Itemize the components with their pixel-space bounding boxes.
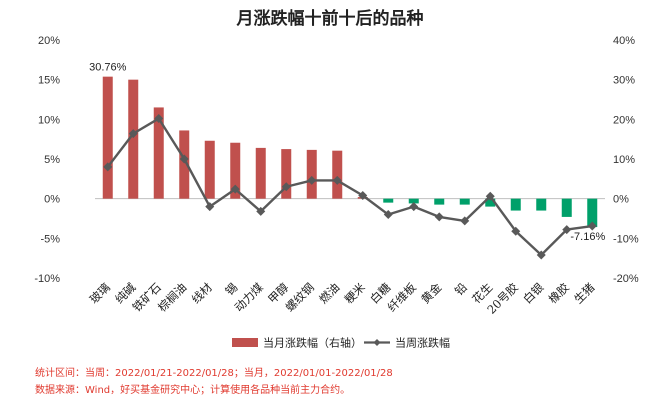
legend: 当月涨跌幅（右轴） 当周涨跌幅 (232, 336, 450, 350)
left-tick-label: -5% (40, 233, 60, 245)
left-tick-label: 10% (38, 114, 60, 126)
bar-5 (204, 140, 215, 199)
line-point-7 (256, 206, 266, 216)
left-tick-label: 0% (44, 194, 60, 206)
bar-9 (306, 149, 317, 199)
bar-13 (408, 198, 419, 204)
bar-8 (281, 149, 292, 199)
line-point-3 (154, 114, 164, 124)
line-point-8 (281, 182, 291, 192)
category-label-7: 动力煤 (232, 280, 267, 315)
stat-period-note: 统计区间：当周：2022/01/21-2022/01/28；当月，2022/01… (35, 368, 393, 379)
bar-1 (102, 76, 113, 199)
line-point-13 (409, 202, 419, 212)
category-label-9: 螺纹钢 (283, 280, 317, 314)
right-tick-label: 30% (613, 75, 635, 87)
bar-16 (485, 198, 496, 207)
right-axis: -20% -10% 0% 10% 20% 30% 40% (613, 35, 639, 285)
weekly-line (106, 117, 593, 257)
category-label-4: 棕榈油 (155, 280, 189, 314)
line-series (103, 114, 597, 260)
category-label-6: 锡 (222, 280, 240, 298)
data-source-note: 数据来源：Wind，好买基金研究中心；计算使用各品种当前主力合约。 (35, 385, 351, 396)
bar-series (102, 76, 598, 228)
line-point-12 (383, 210, 393, 220)
line-point-14 (434, 212, 444, 222)
data-label-2: -7.16% (570, 231, 605, 243)
left-tick-label: 15% (38, 75, 60, 87)
category-label-11: 粳米 (342, 280, 369, 307)
left-axis: -10% -5% 0% 5% 10% 15% 20% (34, 35, 60, 285)
legend-label-line: 当周涨跌幅 (395, 336, 450, 350)
bar-15 (459, 198, 470, 205)
right-tick-label: -10% (613, 233, 639, 245)
right-tick-label: -20% (613, 273, 639, 285)
line-point-10 (332, 175, 342, 185)
line-point-18 (536, 250, 546, 260)
category-labels: 玻璃 纯碱铁矿石棕榈油 线材 锡动力煤 甲醇螺纹钢 燃油 粳米 白糖纤维板 黄金铅花生20号胶白… (87, 280, 598, 317)
right-tick-label: 10% (613, 154, 635, 166)
category-label-20: 生猪 (571, 280, 598, 307)
line-point-11 (358, 190, 368, 200)
data-labels: 30.76% -7.16% (89, 62, 605, 243)
bar-12 (383, 198, 394, 203)
chart-title: 月涨跌幅十前十后的品种 (236, 8, 424, 29)
bar-14 (434, 198, 445, 205)
category-label-19: 橡胶 (546, 280, 573, 307)
line-point-19 (562, 225, 572, 235)
bar-7 (255, 147, 266, 199)
line-point-5 (205, 202, 215, 212)
legend-marker (373, 339, 381, 346)
bar-19 (561, 198, 572, 217)
line-point-17 (511, 226, 521, 236)
line-point-2 (128, 129, 138, 139)
bar-17 (510, 198, 521, 211)
line-point-15 (460, 216, 470, 226)
legend-swatch-bar (232, 338, 258, 347)
bar-20 (587, 198, 598, 228)
right-tick-label: 0% (613, 194, 629, 206)
category-label-5: 线材 (189, 280, 216, 307)
bar-10 (332, 150, 343, 199)
line-point-20 (587, 221, 597, 231)
right-tick-label: 20% (613, 114, 635, 126)
line-point-6 (230, 184, 240, 194)
category-label-10: 燃油 (316, 280, 342, 306)
bar-2 (128, 79, 139, 199)
category-label-18: 白银 (520, 280, 547, 307)
bar-3 (153, 107, 164, 199)
left-tick-label: 20% (38, 35, 60, 47)
line-point-1 (103, 162, 113, 172)
left-tick-label: -10% (34, 273, 60, 285)
line-point-16 (485, 191, 495, 201)
category-label-1: 玻璃 (87, 280, 113, 306)
right-tick-label: 40% (613, 35, 635, 47)
bar-18 (536, 198, 547, 211)
line-point-4 (179, 154, 189, 164)
category-label-14: 黄金 (418, 280, 445, 307)
bar-4 (179, 130, 190, 199)
legend-label-bar: 当月涨跌幅（右轴） (263, 336, 362, 350)
data-label-1: 30.76% (89, 62, 127, 74)
category-label-13: 纤维板 (385, 280, 420, 315)
category-label-15: 铅 (452, 280, 470, 298)
line-point-9 (307, 175, 317, 185)
left-tick-label: 5% (44, 154, 60, 166)
bar-6 (230, 142, 241, 199)
